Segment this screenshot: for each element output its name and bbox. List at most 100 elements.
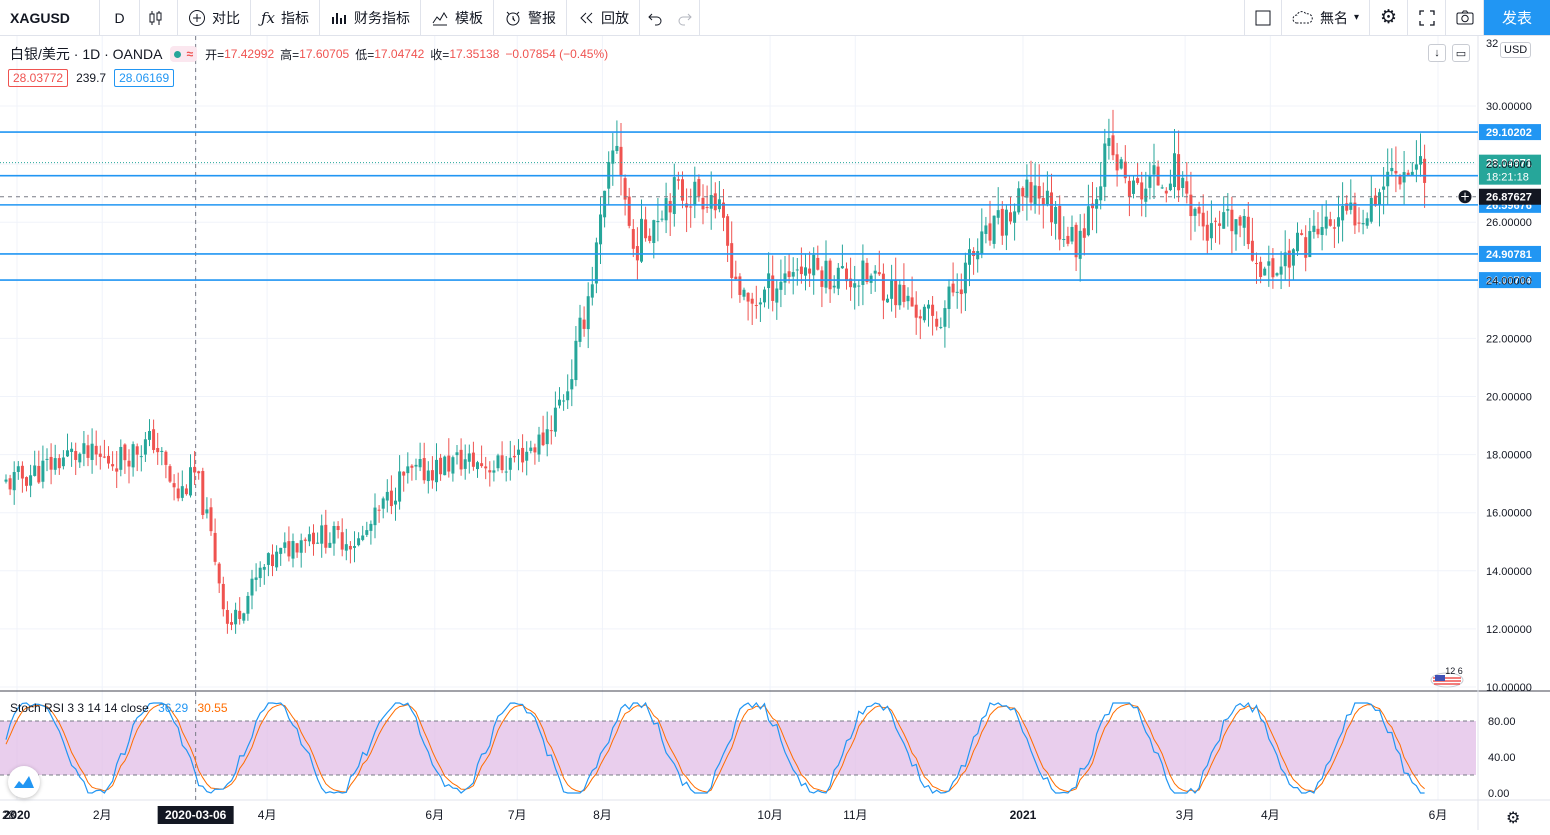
layout-name-button[interactable]: 無名 ▾	[1282, 0, 1370, 35]
candle-body	[1205, 224, 1209, 241]
price-tick-label: 32	[1486, 38, 1498, 50]
rsi-tick-label: 80.00	[1488, 716, 1516, 728]
candle-body	[1259, 261, 1263, 278]
undo-button[interactable]	[640, 0, 670, 35]
financials-button[interactable]: 财务指标	[320, 0, 422, 35]
candle-body	[488, 470, 492, 473]
us-flag-icon[interactable]: 12 6	[1430, 666, 1464, 688]
alert-button[interactable]: 警报	[494, 0, 568, 35]
snapshot-button[interactable]	[1446, 0, 1484, 35]
symbol-search-button[interactable]: XAGUSD	[0, 0, 100, 35]
candle-body	[262, 566, 266, 570]
chart-canvas[interactable]: 29.1020227.6000026.5967624.9078124.00704…	[0, 36, 1550, 835]
price-tick-label: 28.00000	[1486, 159, 1532, 171]
maximize-pane-button[interactable]: ▭	[1452, 44, 1470, 62]
candle-body	[1123, 161, 1127, 179]
tradingview-logo-icon[interactable]	[8, 766, 40, 798]
interval-button[interactable]: D	[100, 0, 140, 35]
candle-body	[1361, 223, 1365, 225]
candle-body	[1201, 212, 1205, 227]
indicators-label: 指标	[281, 9, 310, 26]
indicators-button[interactable]: ƒx 指标	[251, 0, 321, 35]
candle-body	[336, 526, 340, 531]
candle-body	[816, 257, 820, 270]
candle-body	[189, 467, 192, 496]
candle-body	[299, 540, 303, 553]
candle-body	[668, 200, 672, 213]
compare-button[interactable]: 对比	[178, 0, 251, 35]
market-open-dot-icon	[174, 50, 182, 58]
horizontal-line-label-bg	[1479, 272, 1541, 289]
time-tick-label: 7月	[508, 808, 527, 822]
candle-body	[795, 269, 799, 271]
redo-icon	[677, 10, 693, 26]
candle-body	[20, 465, 24, 479]
candle-body	[1054, 207, 1058, 224]
candle-body	[1025, 179, 1029, 198]
candle-body	[722, 202, 725, 218]
candle-body	[1414, 164, 1418, 170]
layout-select-button[interactable]	[1244, 0, 1282, 35]
candle-body	[1398, 175, 1402, 185]
candle-body	[1066, 235, 1070, 244]
candle-body	[808, 268, 812, 274]
candle-body	[742, 289, 746, 297]
publish-button[interactable]: 发表	[1484, 0, 1550, 35]
candle-body	[365, 530, 369, 535]
candle-body	[873, 270, 877, 274]
redo-button[interactable]	[670, 0, 701, 35]
candle-body	[1148, 175, 1152, 188]
candle-body	[1332, 227, 1336, 229]
candle-body	[25, 477, 28, 486]
candle-body	[430, 470, 434, 481]
camera-icon	[1455, 9, 1475, 27]
fullscreen-button[interactable]	[1408, 0, 1446, 35]
candle-body	[234, 609, 238, 625]
candle-body	[631, 229, 635, 249]
candle-body	[45, 458, 49, 460]
undo-icon	[647, 10, 663, 26]
candle-body	[221, 583, 225, 610]
scroll-down-button[interactable]: ↓	[1428, 44, 1446, 62]
candle-body	[951, 283, 955, 293]
time-tick-label: 4月	[1261, 808, 1280, 822]
candle-body	[86, 445, 90, 458]
price-tick-label: 24.00000	[1486, 275, 1532, 287]
candle-body	[734, 276, 738, 280]
candle-body	[410, 465, 414, 468]
fullscreen-icon	[1418, 9, 1436, 27]
candle-body	[549, 430, 553, 432]
candle-body	[697, 179, 701, 197]
time-tick-label: 6月	[1429, 808, 1448, 822]
time-tick-label: 6月	[425, 808, 444, 822]
scale-settings-gear-icon[interactable]: ⚙	[1506, 810, 1521, 827]
templates-button[interactable]: 模板	[421, 0, 495, 35]
replay-button[interactable]: 回放	[567, 0, 641, 35]
candle-body	[1410, 171, 1414, 175]
time-tick-label: 28	[2, 808, 16, 822]
candle-body	[78, 453, 82, 463]
candle-body	[906, 295, 910, 302]
candle-body	[1144, 188, 1148, 202]
candle-body	[1320, 227, 1324, 236]
time-tick-label: 4月	[258, 808, 277, 822]
candle-body	[29, 475, 33, 486]
candle-body	[599, 214, 602, 245]
market-status-badge[interactable]: ≈	[170, 46, 198, 62]
candle-body	[1263, 268, 1267, 276]
settings-button[interactable]: ⚙	[1370, 0, 1408, 35]
time-tick-label: 11月	[843, 808, 867, 822]
currency-badge[interactable]: USD	[1500, 42, 1532, 58]
candle-body	[537, 434, 541, 455]
crosshair-price-label: 26.87627	[1486, 192, 1532, 204]
close-value: 17.35138	[449, 47, 500, 61]
candle-body	[660, 218, 664, 220]
chart-type-button[interactable]	[140, 0, 178, 35]
candle-body	[1021, 187, 1025, 197]
candle-body	[853, 283, 857, 288]
candle-body	[664, 198, 668, 221]
candle-body	[1238, 216, 1242, 226]
candle-body	[914, 304, 918, 318]
candle-body	[283, 542, 287, 548]
candle-body	[480, 463, 484, 467]
